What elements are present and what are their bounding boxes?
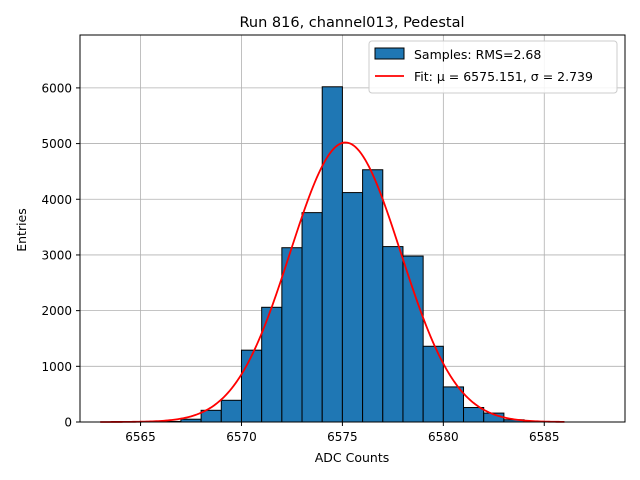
x-tick-label: 6570 (226, 430, 257, 444)
fit-curve-layer (100, 141, 565, 423)
x-tick-label: 6565 (125, 430, 156, 444)
fit-curve (100, 141, 565, 423)
y-tick-label: 1000 (41, 360, 72, 374)
histogram-bar (362, 169, 384, 423)
y-tick-label: 5000 (41, 137, 72, 151)
y-tick-label: 3000 (41, 248, 72, 262)
legend-box (368, 40, 618, 94)
x-axis-label: ADC Counts (315, 450, 390, 465)
x-tick-label: 6585 (529, 430, 560, 444)
y-tick-label: 6000 (41, 81, 72, 95)
histogram-bar (442, 386, 465, 423)
legend: Samples: RMS=2.68 Fit: μ = 6575.151, σ =… (368, 40, 618, 94)
histogram-bar (220, 399, 242, 423)
histogram-bar (240, 349, 263, 423)
y-tick-label: 0 (64, 416, 72, 430)
plot-frame (79, 34, 626, 423)
histogram-bar (301, 212, 323, 423)
y-axis-label: Entries (14, 208, 29, 252)
histogram-bar (321, 86, 343, 423)
histogram-bar (402, 255, 424, 423)
chart-title: Run 816, channel013, Pedestal (239, 15, 464, 31)
axis-ticks: 6565 6570 6575 6580 6585 0 1000 2000 3000 4000 500… (41, 81, 559, 444)
histogram-bar (341, 192, 364, 423)
histogram-bar (463, 407, 485, 423)
legend-fit-label: Fit: μ = 6575.151, σ = 2.739 (414, 69, 593, 84)
legend-hist-swatch (374, 47, 405, 60)
x-tick-label: 6575 (327, 430, 358, 444)
x-tick-label: 6580 (428, 430, 459, 444)
y-tick-label: 2000 (41, 304, 72, 318)
y-tick-label: 4000 (41, 193, 72, 207)
legend-hist-label: Samples: RMS=2.68 (414, 47, 541, 62)
histogram-bar (382, 246, 404, 423)
histogram-bar (281, 247, 303, 423)
